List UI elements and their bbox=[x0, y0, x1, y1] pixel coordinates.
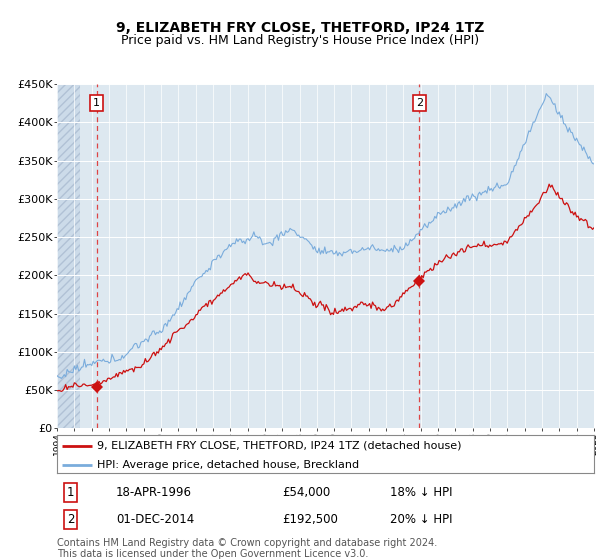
Text: Contains HM Land Registry data © Crown copyright and database right 2024.
This d: Contains HM Land Registry data © Crown c… bbox=[57, 538, 437, 559]
Text: £192,500: £192,500 bbox=[283, 512, 338, 526]
Text: 18-APR-1996: 18-APR-1996 bbox=[116, 486, 192, 500]
Text: 20% ↓ HPI: 20% ↓ HPI bbox=[390, 512, 452, 526]
Text: HPI: Average price, detached house, Breckland: HPI: Average price, detached house, Brec… bbox=[97, 460, 359, 470]
Text: 2: 2 bbox=[416, 98, 423, 108]
Text: Price paid vs. HM Land Registry's House Price Index (HPI): Price paid vs. HM Land Registry's House … bbox=[121, 34, 479, 46]
Text: £54,000: £54,000 bbox=[283, 486, 331, 500]
Text: 1: 1 bbox=[93, 98, 100, 108]
Text: 18% ↓ HPI: 18% ↓ HPI bbox=[390, 486, 452, 500]
Text: 01-DEC-2014: 01-DEC-2014 bbox=[116, 512, 194, 526]
Text: 2: 2 bbox=[67, 512, 74, 526]
Text: 9, ELIZABETH FRY CLOSE, THETFORD, IP24 1TZ (detached house): 9, ELIZABETH FRY CLOSE, THETFORD, IP24 1… bbox=[97, 441, 462, 451]
Bar bbox=[57, 84, 80, 428]
Text: 1: 1 bbox=[67, 486, 74, 500]
Text: 9, ELIZABETH FRY CLOSE, THETFORD, IP24 1TZ: 9, ELIZABETH FRY CLOSE, THETFORD, IP24 1… bbox=[116, 21, 484, 35]
